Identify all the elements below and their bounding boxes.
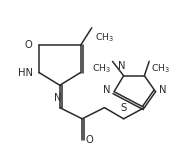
Text: O: O [25, 40, 33, 50]
Text: S: S [120, 103, 127, 113]
Text: CH$_3$: CH$_3$ [151, 63, 170, 76]
Text: N: N [118, 61, 126, 71]
Text: N: N [159, 85, 166, 95]
Text: N: N [103, 85, 111, 95]
Text: N: N [54, 93, 62, 103]
Text: HN: HN [18, 67, 33, 77]
Text: CH$_3$: CH$_3$ [95, 31, 114, 43]
Text: O: O [85, 135, 93, 145]
Text: CH$_3$: CH$_3$ [92, 63, 111, 76]
